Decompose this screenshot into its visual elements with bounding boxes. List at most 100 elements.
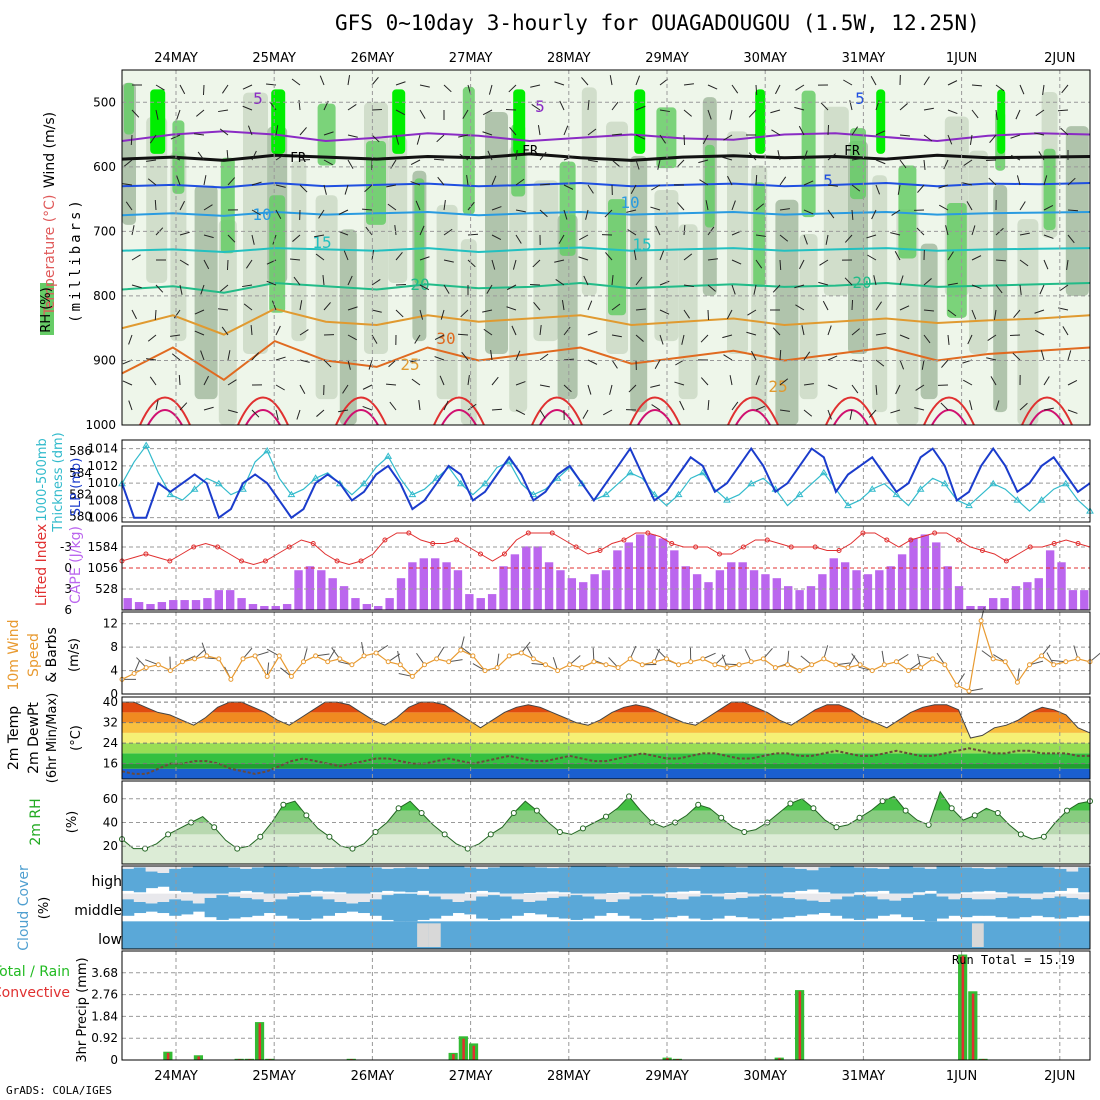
- wind-barb-26-0: [755, 84, 758, 96]
- cloud-gap-high-42: [617, 866, 631, 868]
- cloud-high-45: [653, 866, 666, 894]
- rh-point-8: [211, 824, 218, 831]
- cloud-high-18: [334, 867, 347, 893]
- rh-shade-9: [339, 229, 357, 425]
- wind-barb-28-4: [803, 180, 814, 186]
- p6-frame: [121, 780, 1091, 865]
- wind-barb-11-12: [385, 383, 397, 386]
- wind-point-7: [204, 653, 210, 659]
- cloud-gap-middle-12: [263, 893, 276, 902]
- cloud-gap-middle-76: [1019, 893, 1032, 898]
- wind-barb-2-11: [171, 353, 181, 361]
- cloud-gap-high-31: [487, 866, 501, 868]
- cloud-gap-high-48: [688, 866, 701, 869]
- cloud-high-63: [865, 868, 879, 892]
- cape-bar-30: [465, 594, 474, 610]
- cloud-middle-34: [523, 901, 536, 914]
- wind-barb-13-13: [443, 400, 449, 411]
- isotherm-label-5: 10: [620, 193, 639, 212]
- wind-barb-35-2: [969, 134, 973, 145]
- wind-barb-18-7: [554, 259, 565, 263]
- cloud-high-68: [924, 868, 938, 891]
- li-point-62: [860, 530, 866, 536]
- wind-barb-12-5: [415, 200, 421, 211]
- cloud-high-20: [358, 866, 371, 894]
- wind-barb-8-4: [323, 184, 327, 195]
- cape-bar-16: [305, 566, 315, 610]
- day-label-top-7: 31MAY: [842, 51, 886, 66]
- cloud-middle-48: [688, 896, 701, 919]
- wind-barb-8-0: [319, 75, 325, 86]
- li-point-18: [334, 558, 340, 564]
- cloud-middle-8: [216, 895, 229, 920]
- li-point-54: [764, 537, 770, 543]
- p5-label-3: (6hr Min/Max): [45, 693, 60, 783]
- wind-barb-35-0: [971, 84, 983, 87]
- wind-barb-23-3: [676, 159, 685, 168]
- p7-middle-label: middle: [74, 903, 122, 919]
- isotherm-label-9: 20: [852, 273, 871, 292]
- wind-barb-22-4: [651, 184, 661, 191]
- precip-conv-bar-4: [166, 1052, 170, 1060]
- cloud-gap-middle-9: [228, 893, 241, 897]
- cloud-middle-66: [901, 897, 914, 918]
- cloud-gap-high-57: [794, 866, 808, 869]
- cloud-gap-middle-8: [216, 893, 229, 896]
- wind-barb-36-0: [995, 84, 1005, 92]
- wind-barb-35-10: [967, 334, 973, 345]
- panel-cloud-cover: [121, 865, 1091, 950]
- wind-barb-28-7: [799, 259, 805, 270]
- cloud-middle-41: [606, 901, 619, 914]
- wind-barb-0-8: [131, 284, 142, 289]
- wind-barb-28-10: [801, 325, 805, 336]
- temp-band-5: [122, 722, 1090, 733]
- wind-barb-0-4: [122, 183, 133, 186]
- day-label-top-8: 1JUN: [946, 51, 977, 66]
- thickness-point-20: [360, 479, 368, 487]
- cloud-gap-high-47: [676, 866, 690, 869]
- cloud-high-2: [145, 871, 158, 889]
- isotherm-label-4: 10: [252, 205, 271, 224]
- wind-barb-31-0: [870, 76, 877, 86]
- temp-band-0: [122, 768, 1090, 779]
- wind-barb-39-12: [1067, 380, 1078, 386]
- wind-barb-24-3: [698, 159, 709, 164]
- wind-barb-14-11: [461, 351, 469, 361]
- wind-barb-6-10: [275, 325, 281, 336]
- wind-barb-1-9: [154, 309, 157, 321]
- wind-barb-26-4: [755, 174, 758, 186]
- rh-point-36: [533, 807, 540, 814]
- cape-bar-5: [180, 600, 189, 610]
- wind-barb-3-11: [200, 350, 205, 361]
- cloud-gap-middle-51: [724, 893, 737, 900]
- wind-barb-1-0: [155, 84, 165, 91]
- wind-barb-9-4: [344, 184, 349, 195]
- cloud-gap-high-67: [912, 866, 926, 868]
- cloud-high-30: [476, 868, 489, 891]
- wind-barb-13-11: [434, 356, 445, 361]
- li-point-80: [1075, 541, 1081, 546]
- cloud-gap-high-64: [877, 866, 890, 869]
- thickness-point-4: [166, 490, 175, 498]
- cloud-gap-high-30: [476, 866, 489, 869]
- wind-barb-17-5: [539, 209, 548, 218]
- wind-barb-9-5: [338, 209, 349, 215]
- wind-barb-14-4: [466, 175, 469, 186]
- isotherm-label-1: 5: [535, 97, 545, 116]
- cloud-high-31: [487, 867, 501, 893]
- cloud-high-21: [369, 867, 383, 893]
- thickness-point-48: [698, 468, 707, 476]
- wind-barb-3-0: [202, 84, 205, 96]
- cloud-middle-14: [287, 896, 300, 919]
- cloud-middle-61: [842, 896, 855, 919]
- isotherm-0: [121, 130, 1091, 143]
- wind-barb-21-4: [630, 184, 637, 194]
- rh-saturated-31: [876, 89, 886, 154]
- cloud-middle-46: [665, 897, 678, 918]
- cape-bar-34: [510, 554, 520, 610]
- wind-barb-14-7: [467, 259, 476, 268]
- p2-slp-tick-3: 1012: [87, 459, 118, 473]
- wind-barb-12-8: [419, 284, 430, 291]
- p5-tick-3: 40: [103, 695, 118, 709]
- p3-cape-tick-0: 528: [95, 582, 118, 596]
